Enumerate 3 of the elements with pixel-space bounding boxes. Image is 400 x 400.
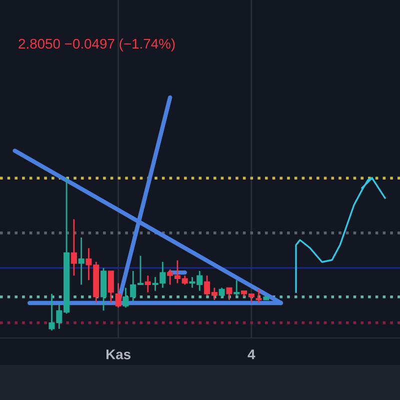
x-tick-label: 4 — [248, 350, 256, 360]
x-tick-label: Kas — [106, 350, 130, 360]
chart-subtitle: 2.8050 −0.0497 (−1.74%) — [18, 38, 175, 52]
